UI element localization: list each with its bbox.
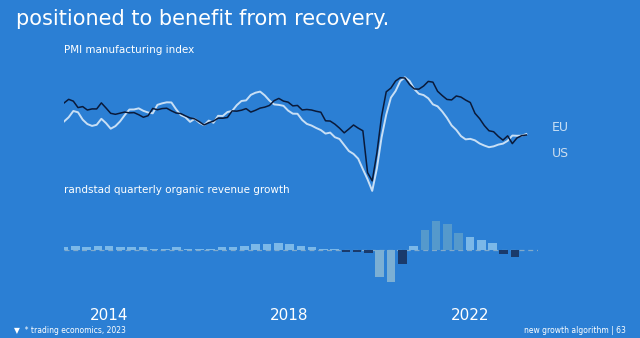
Bar (376, 250, 384, 277)
Bar (364, 250, 372, 253)
Text: randstad quarterly organic revenue growth: randstad quarterly organic revenue growt… (64, 185, 290, 195)
Bar (274, 243, 282, 250)
Text: EU: EU (552, 121, 569, 134)
Bar (466, 237, 474, 250)
Bar (330, 249, 339, 250)
Bar (319, 249, 328, 250)
Bar (105, 246, 113, 250)
Bar (229, 247, 237, 250)
Bar (443, 224, 452, 250)
Bar (218, 247, 226, 250)
Bar (308, 247, 316, 250)
Bar (60, 247, 68, 250)
Bar (172, 247, 181, 250)
Bar (139, 247, 147, 250)
Bar (353, 250, 362, 251)
Bar (150, 249, 159, 250)
Bar (477, 240, 486, 250)
Bar (161, 249, 170, 250)
Text: new growth algorithm | 63: new growth algorithm | 63 (524, 325, 626, 335)
Bar (240, 246, 249, 250)
Bar (409, 246, 418, 250)
Bar (195, 249, 204, 250)
Bar (432, 221, 440, 250)
Text: PMI manufacturing index: PMI manufacturing index (64, 45, 195, 55)
Bar (454, 233, 463, 250)
Bar (262, 244, 271, 250)
Bar (285, 244, 294, 250)
Bar (127, 247, 136, 250)
Bar (116, 247, 125, 250)
Bar (296, 246, 305, 250)
Bar (398, 250, 406, 264)
Bar (252, 244, 260, 250)
Bar (342, 250, 350, 251)
Text: ▼  * trading economics, 2023: ▼ * trading economics, 2023 (14, 325, 126, 335)
Bar (83, 247, 91, 250)
Bar (206, 249, 215, 250)
Bar (387, 250, 396, 282)
Text: positioned to benefit from recovery.: positioned to benefit from recovery. (16, 9, 389, 29)
Bar (93, 246, 102, 250)
Bar (488, 243, 497, 250)
Bar (511, 250, 519, 257)
Bar (71, 246, 79, 250)
Bar (499, 250, 508, 255)
Bar (420, 230, 429, 250)
Bar (184, 249, 193, 250)
Text: US: US (552, 147, 569, 160)
